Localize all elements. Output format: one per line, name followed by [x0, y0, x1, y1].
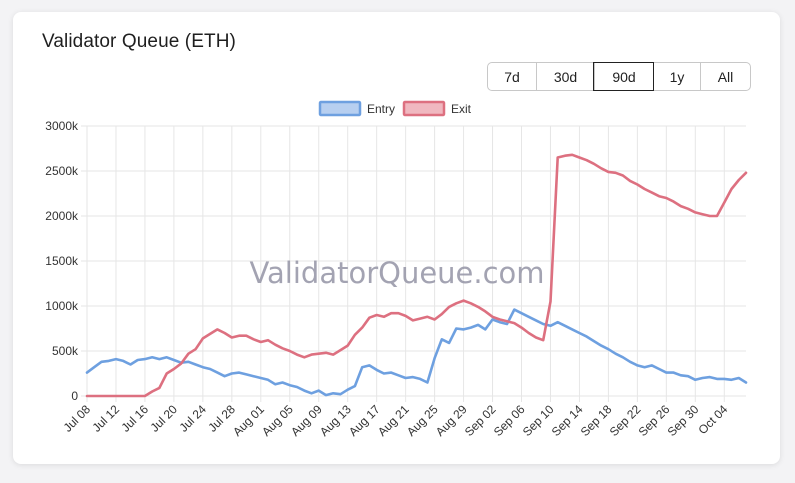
x-tick-label: Jul 20	[147, 402, 180, 435]
legend-swatch-exit	[402, 100, 446, 117]
x-tick-label: Jul 16	[119, 402, 152, 435]
legend-swatch-entry	[318, 100, 362, 117]
series-line-exit	[85, 153, 748, 398]
x-tick-label: Sep 26	[636, 402, 673, 439]
x-tick-label: Aug 13	[317, 402, 354, 439]
y-tick-label: 0	[71, 389, 78, 403]
range-7d-button[interactable]: 7d	[488, 63, 536, 90]
series-line-entry	[85, 308, 748, 397]
x-tick-label: Sep 22	[607, 402, 644, 439]
chart-title: Validator Queue (ETH)	[42, 31, 236, 52]
range-all-button[interactable]: All	[700, 63, 750, 90]
x-tick-label: Aug 17	[346, 402, 383, 439]
x-tick-label: Aug 05	[259, 402, 296, 439]
x-tick-label: Sep 14	[549, 402, 586, 439]
x-tick-label: Sep 06	[491, 402, 528, 439]
x-tick-label: Jul 12	[90, 402, 123, 435]
range-30d-button[interactable]: 30d	[536, 63, 594, 90]
x-tick-label: Aug 01	[230, 402, 267, 439]
y-tick-label: 3000k	[45, 119, 79, 133]
x-tick-label: Aug 21	[375, 402, 412, 439]
x-tick-label: Aug 29	[433, 402, 470, 439]
range-90d-button[interactable]: 90d	[593, 62, 654, 91]
x-tick-label: Aug 09	[288, 402, 325, 439]
x-tick-label: Sep 30	[665, 402, 702, 439]
y-tick-label: 1000k	[45, 299, 79, 313]
x-tick-label: Sep 18	[578, 402, 615, 439]
x-tick-label: Aug 25	[404, 402, 441, 439]
x-tick-label: Jul 24	[176, 402, 209, 435]
legend-label-entry: Entry	[367, 102, 395, 116]
y-tick-label: 2500k	[45, 164, 79, 178]
chart-card: Validator Queue (ETH) 7d 30d 90d 1y All	[13, 12, 780, 464]
y-tick-label: 1500k	[45, 254, 79, 268]
y-tick-label: 500k	[52, 344, 79, 358]
x-tick-label: Oct 04	[695, 402, 730, 437]
x-tick-label: Sep 10	[520, 402, 557, 439]
y-tick-label: 2000k	[45, 209, 79, 223]
range-1y-button[interactable]: 1y	[653, 63, 700, 90]
x-tick-label: Jul 08	[61, 402, 94, 435]
x-tick-label: Sep 02	[462, 402, 499, 439]
watermark-text: ValidatorQueue.com	[249, 256, 544, 290]
time-range-selector: 7d 30d 90d 1y All	[487, 62, 751, 91]
legend-label-exit: Exit	[451, 102, 472, 116]
